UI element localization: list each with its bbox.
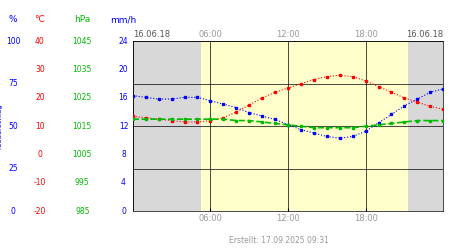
Text: 1045: 1045 xyxy=(72,37,92,46)
Text: 10: 10 xyxy=(35,122,45,131)
Text: 24: 24 xyxy=(119,37,128,46)
Text: 16.06.18: 16.06.18 xyxy=(406,30,443,39)
Text: °C: °C xyxy=(35,15,45,24)
Text: 75: 75 xyxy=(9,79,18,88)
Text: Erstellt: 17.09.2025 09:31: Erstellt: 17.09.2025 09:31 xyxy=(229,236,329,245)
Bar xyxy=(408,41,443,211)
Text: 20: 20 xyxy=(35,93,45,102)
Text: 8: 8 xyxy=(121,150,126,159)
Text: 985: 985 xyxy=(75,207,90,216)
Text: 1035: 1035 xyxy=(72,65,92,74)
Text: 4: 4 xyxy=(121,178,126,187)
Text: 1025: 1025 xyxy=(73,93,92,102)
Text: 0: 0 xyxy=(11,207,16,216)
Text: 40: 40 xyxy=(35,37,45,46)
Text: 0: 0 xyxy=(37,150,42,159)
Text: 25: 25 xyxy=(9,164,18,173)
Text: 0: 0 xyxy=(121,207,126,216)
Text: 18:00: 18:00 xyxy=(354,30,378,39)
Text: %: % xyxy=(9,15,18,24)
Text: 100: 100 xyxy=(6,37,21,46)
Text: 50: 50 xyxy=(9,122,18,131)
Text: 12: 12 xyxy=(119,122,128,131)
Text: 12:00: 12:00 xyxy=(276,30,300,39)
Text: mm/h: mm/h xyxy=(110,15,137,24)
Text: 30: 30 xyxy=(35,65,45,74)
Text: 995: 995 xyxy=(75,178,90,187)
Text: Niederschlag: Niederschlag xyxy=(0,104,3,149)
Text: 06:00: 06:00 xyxy=(198,30,222,39)
Text: hPa: hPa xyxy=(74,15,90,24)
Text: 20: 20 xyxy=(119,65,128,74)
Text: -20: -20 xyxy=(34,207,46,216)
Text: 1005: 1005 xyxy=(72,150,92,159)
Bar xyxy=(201,41,408,211)
Text: -10: -10 xyxy=(34,178,46,187)
Text: 16.06.18: 16.06.18 xyxy=(133,30,170,39)
Bar xyxy=(133,41,201,211)
Text: 16: 16 xyxy=(119,93,128,102)
Text: 1015: 1015 xyxy=(73,122,92,131)
